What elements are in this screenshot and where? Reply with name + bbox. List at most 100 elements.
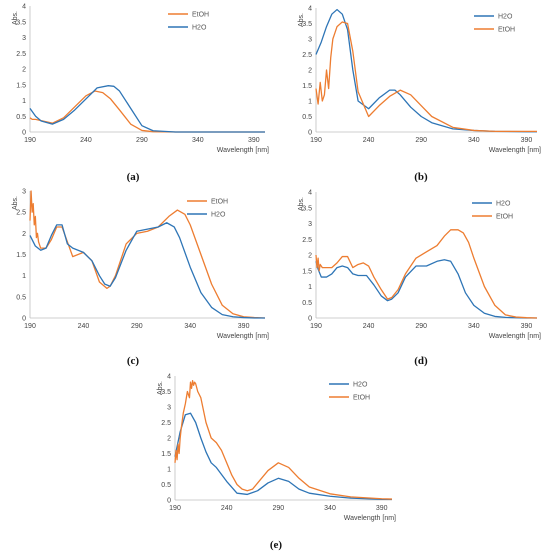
legend-label: EtOH xyxy=(496,214,513,221)
y-tick-label: 2.5 xyxy=(16,210,26,217)
legend-label: H2O xyxy=(496,201,511,208)
x-axis-title: Wavelength [nm] xyxy=(344,515,396,522)
x-tick-label: 290 xyxy=(272,505,284,512)
y-tick-label: 1.5 xyxy=(302,83,312,90)
y-tick-label: 4 xyxy=(167,374,171,381)
y-tick-label: 0 xyxy=(22,130,26,137)
panel-label: (b) xyxy=(414,171,428,183)
legend-label: H2O xyxy=(498,14,513,21)
x-tick-label: 390 xyxy=(376,505,388,512)
y-tick-label: 4 xyxy=(22,4,26,11)
y-tick-label: 2 xyxy=(22,231,26,238)
y-axis-title: Abs. xyxy=(298,197,305,211)
y-tick-label: 0.5 xyxy=(16,114,26,121)
y-tick-label: 0.5 xyxy=(161,482,171,489)
chart-panel-4: 0 0.5 1 1.5 2 2.5 3 3.5 4 190 240 290 340 390 Abs. Wave… xyxy=(157,374,396,552)
chart-panel-1: 0 0.5 1 1.5 2 2.5 3 3.5 4 190 240 290 340 390 Abs. Wave… xyxy=(298,6,541,184)
y-tick-label: 1 xyxy=(167,467,171,474)
series-line-etoh xyxy=(315,229,538,319)
x-tick-label: 240 xyxy=(363,323,375,330)
y-tick-label: 1 xyxy=(22,98,26,105)
x-tick-label: 190 xyxy=(169,505,181,512)
y-tick-label: 1 xyxy=(308,99,312,106)
y-tick-label: 0 xyxy=(167,498,171,505)
y-tick-label: 3 xyxy=(308,221,312,228)
y-tick-label: 3 xyxy=(22,35,26,42)
y-axis-title: Abs. xyxy=(12,196,19,210)
y-tick-label: 3 xyxy=(167,405,171,412)
y-tick-label: 1 xyxy=(22,273,26,280)
x-tick-label: 240 xyxy=(80,137,92,144)
y-tick-label: 0 xyxy=(308,130,312,137)
y-tick-label: 2.5 xyxy=(16,51,26,58)
y-tick-label: 1.5 xyxy=(16,252,26,259)
legend-label: H2O xyxy=(192,25,207,32)
x-tick-label: 190 xyxy=(24,323,36,330)
series-line-h2o xyxy=(315,8,537,133)
legend-label: EtOH xyxy=(211,199,228,206)
x-tick-label: 190 xyxy=(24,137,36,144)
x-tick-label: 290 xyxy=(131,323,143,330)
panel-label: (a) xyxy=(127,171,140,183)
series-line-etoh xyxy=(174,380,393,500)
series-line-etoh xyxy=(29,190,266,319)
series-line-etoh xyxy=(315,21,537,133)
x-tick-label: 240 xyxy=(221,505,233,512)
x-axis-title: Wavelength [nm] xyxy=(489,147,541,154)
legend-label: EtOH xyxy=(498,27,515,34)
x-tick-label: 290 xyxy=(136,137,148,144)
legend-label: H2O xyxy=(353,382,368,389)
x-tick-label: 190 xyxy=(310,323,322,330)
y-tick-label: 0.5 xyxy=(302,114,312,121)
y-tick-label: 3 xyxy=(22,189,26,196)
x-tick-label: 340 xyxy=(184,323,196,330)
panel-label: (e) xyxy=(270,539,283,551)
y-tick-label: 2 xyxy=(308,253,312,260)
legend-label: EtOH xyxy=(353,395,370,402)
panel-label: (c) xyxy=(127,355,140,367)
x-tick-label: 340 xyxy=(192,137,204,144)
y-tick-label: 3.5 xyxy=(16,19,26,26)
x-axis-title: Wavelength [nm] xyxy=(217,147,269,154)
legend-label: H2O xyxy=(211,212,226,219)
y-tick-label: 3.5 xyxy=(161,389,171,396)
y-tick-label: 3 xyxy=(308,37,312,44)
y-tick-label: 2 xyxy=(308,68,312,75)
y-axis-title: Abs. xyxy=(298,13,305,27)
y-axis-title: Abs. xyxy=(157,381,164,395)
x-tick-label: 340 xyxy=(468,323,480,330)
y-tick-label: 1 xyxy=(308,284,312,291)
chart-panel-2: 0 0.5 1 1.5 2 2.5 3 190 240 290 340 390 Abs. Waveleng… xyxy=(12,189,269,368)
x-tick-label: 190 xyxy=(310,137,322,144)
x-tick-label: 340 xyxy=(324,505,336,512)
x-tick-label: 240 xyxy=(78,323,90,330)
series-line-h2o xyxy=(29,222,265,319)
chart-panel-0: 0 0.5 1 1.5 2 2.5 3 3.5 4 190 240 290 340 390 Abs. Wave… xyxy=(12,4,269,184)
series-line-h2o xyxy=(29,85,265,133)
y-tick-label: 0.5 xyxy=(16,294,26,301)
panel-label: (d) xyxy=(414,355,428,367)
chart-panel-3: 0 0.5 1 1.5 2 2.5 3 3.5 4 190 240 290 340 390 Abs. Wave… xyxy=(298,190,541,368)
y-tick-label: 1.5 xyxy=(302,268,312,275)
y-tick-label: 3.5 xyxy=(302,205,312,212)
y-tick-label: 1.5 xyxy=(16,82,26,89)
x-tick-label: 290 xyxy=(415,137,427,144)
x-tick-label: 390 xyxy=(521,137,533,144)
x-tick-label: 240 xyxy=(363,137,375,144)
x-axis-title: Wavelength [nm] xyxy=(217,333,269,340)
y-tick-label: 4 xyxy=(308,6,312,13)
y-tick-label: 2.5 xyxy=(161,420,171,427)
x-axis-title: Wavelength [nm] xyxy=(489,333,541,340)
x-tick-label: 390 xyxy=(248,137,260,144)
y-tick-label: 0.5 xyxy=(302,300,312,307)
series-line-h2o xyxy=(174,412,392,501)
y-axis-title: Abs. xyxy=(12,11,19,25)
y-tick-label: 3.5 xyxy=(302,21,312,28)
series-line-etoh xyxy=(29,90,265,133)
x-tick-label: 390 xyxy=(521,323,533,330)
y-tick-label: 4 xyxy=(308,190,312,197)
y-tick-label: 2.5 xyxy=(302,52,312,59)
y-tick-label: 0 xyxy=(308,316,312,323)
y-tick-label: 1.5 xyxy=(161,451,171,458)
